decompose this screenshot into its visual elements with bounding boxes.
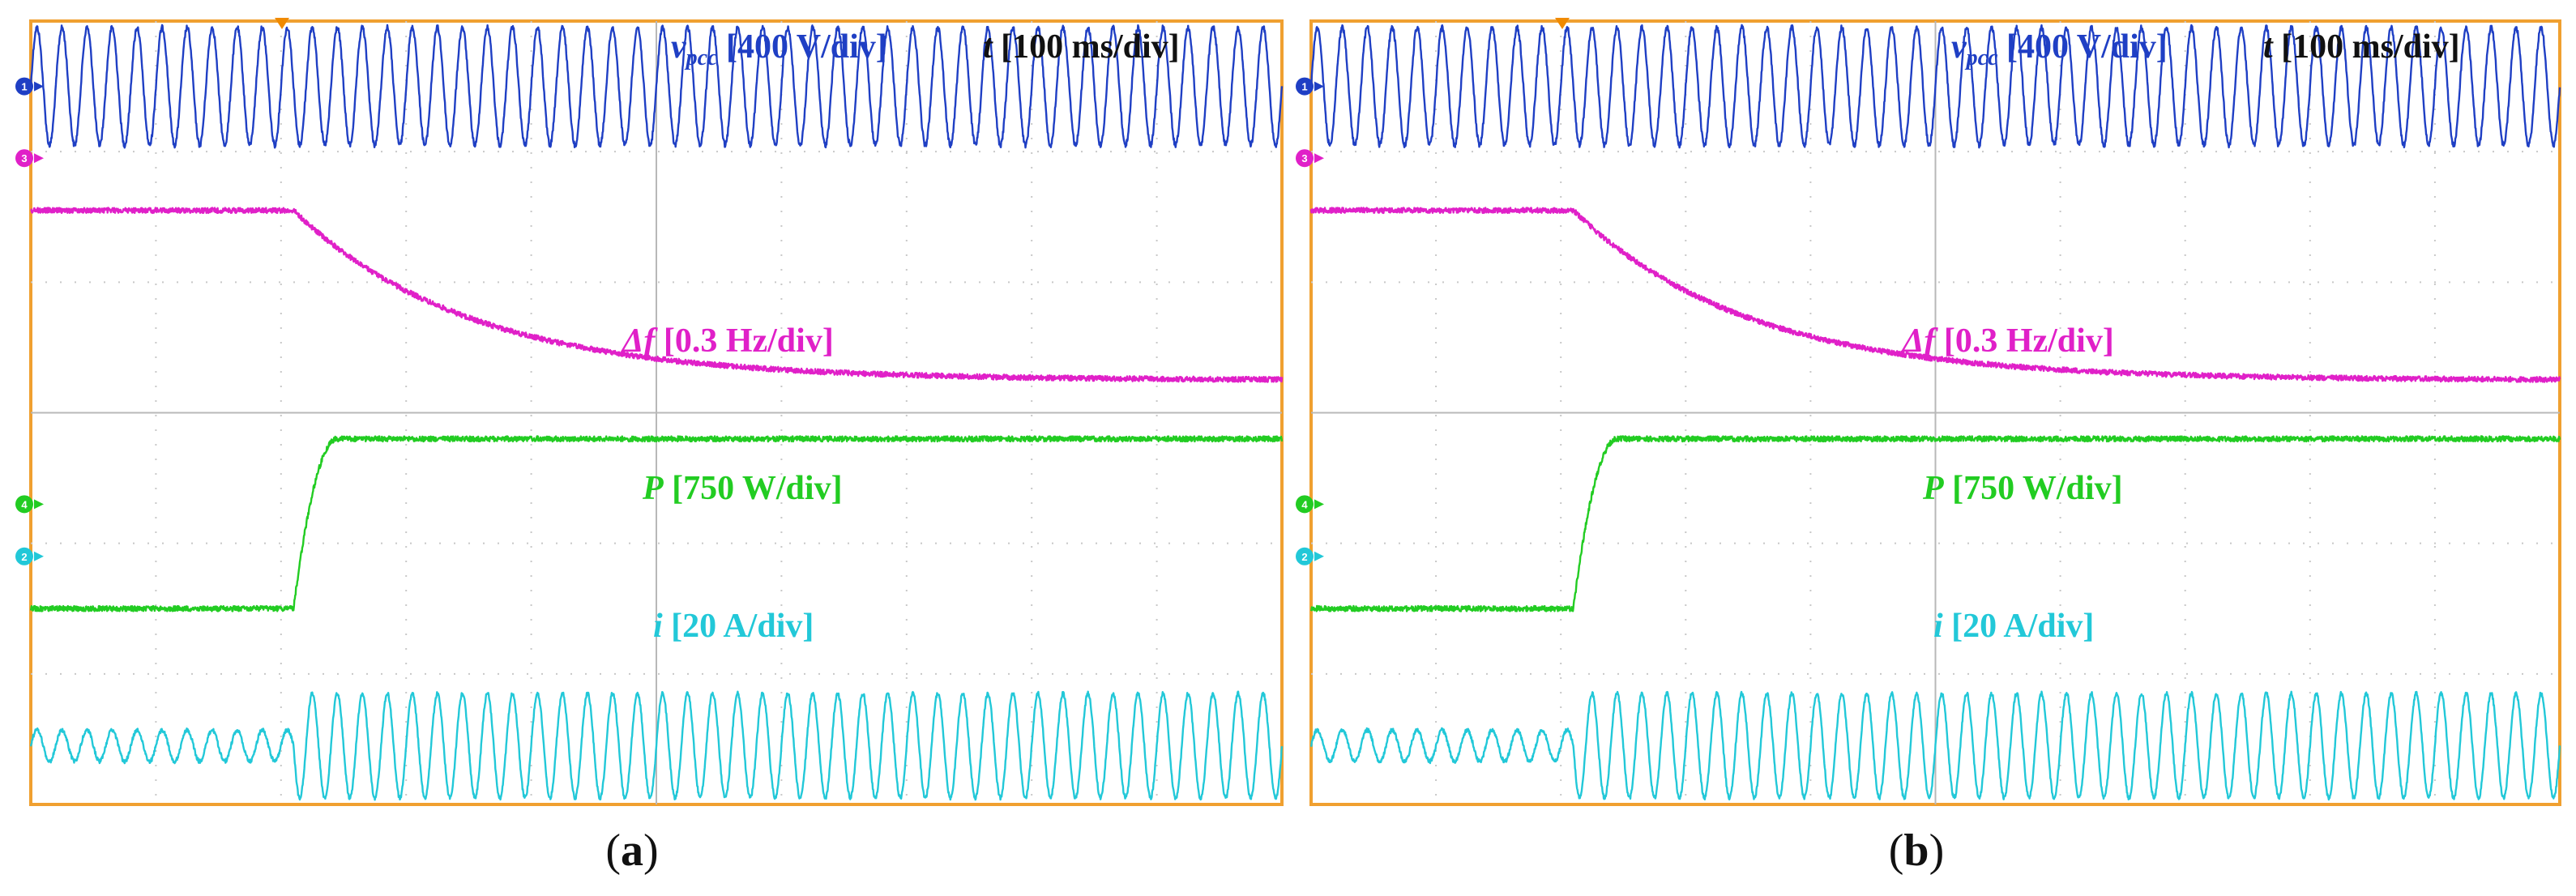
channel-symbol: P	[1922, 470, 1944, 507]
channel-scale: [750 W/div]	[664, 470, 843, 507]
channel-subscript: pcc	[685, 45, 718, 70]
channel-2-label: i [20 A/div]	[1933, 608, 2094, 645]
trace-channel-4	[1309, 435, 2561, 612]
channel-4-marker: 4	[15, 495, 44, 514]
trace-channel-1	[29, 23, 1284, 149]
trace-channel-2	[1309, 690, 2561, 801]
channel-scale: [400 V/div]	[1998, 28, 2168, 66]
channel-3-number: 3	[1301, 152, 1307, 164]
trigger-marker	[275, 18, 289, 29]
channel-3-number: 3	[21, 152, 27, 164]
channel-3-label: Δf [0.3 Hz/div]	[621, 322, 834, 360]
channel-2-marker: 2	[15, 547, 44, 565]
channel-1-marker: 1	[1296, 77, 1324, 96]
channel-2-number: 2	[1301, 551, 1307, 563]
channel-symbol: v	[671, 28, 687, 66]
channel-3-marker: 3	[15, 149, 44, 168]
trace-channel-2	[29, 690, 1284, 801]
channel-1-number: 1	[1301, 81, 1307, 93]
channel-4-marker: 4	[1296, 495, 1324, 514]
channel-4-number: 4	[1301, 498, 1308, 510]
channel-1-marker: 1	[15, 77, 44, 96]
panel-caption: (b)	[1889, 826, 1944, 876]
channel-scale: [20 A/div]	[1943, 608, 2095, 645]
channel-scale: [0.3 Hz/div]	[655, 322, 833, 360]
channel-symbol: P	[642, 470, 664, 507]
channel-subscript: pcc	[1965, 45, 1998, 70]
channel-scale: [750 W/div]	[1944, 470, 2123, 507]
channel-symbol: Δf	[1901, 322, 1938, 360]
panel-caption: (a)	[605, 826, 658, 876]
trace-channel-3	[1309, 207, 2561, 383]
channel-symbol: Δf	[621, 322, 658, 360]
channel-symbol: v	[1951, 28, 1967, 66]
trigger-marker	[1555, 18, 1570, 29]
channel-1-number: 1	[21, 81, 27, 93]
trace-channel-4	[29, 435, 1284, 612]
channel-scale: [400 V/div]	[718, 28, 887, 66]
channel-scale: [0.3 Hz/div]	[1935, 322, 2113, 360]
channel-scale: [20 A/div]	[663, 608, 814, 645]
timebase-label: t [100 ms/div]	[2263, 28, 2460, 66]
channel-4-label: P [750 W/div]	[642, 470, 843, 507]
trace-channel-3	[30, 207, 1284, 383]
channel-3-marker: 3	[1296, 149, 1324, 168]
scope-panel-a: 1 3 4 2 vpcc [400 V/div] Δf [0.3 Hz/div] P [75…	[15, 18, 1284, 806]
trace-channel-1	[1309, 23, 2561, 149]
channel-1-label: vpcc [400 V/div]	[671, 28, 887, 70]
channel-symbol: i	[653, 608, 663, 645]
channel-2-number: 2	[21, 551, 27, 563]
timebase-label: t [100 ms/div]	[983, 28, 1180, 66]
channel-3-label: Δf [0.3 Hz/div]	[1901, 322, 2114, 360]
channel-symbol: i	[1933, 608, 1943, 645]
channel-2-label: i [20 A/div]	[653, 608, 814, 645]
channel-4-number: 4	[21, 498, 28, 510]
scope-panel-b: 1 3 4 2 vpcc [400 V/div] Δf [0.3 Hz/div] P [75…	[1296, 18, 2561, 806]
channel-4-label: P [750 W/div]	[1922, 470, 2123, 507]
channel-1-label: vpcc [400 V/div]	[1951, 28, 2168, 70]
channel-2-marker: 2	[1296, 547, 1324, 565]
